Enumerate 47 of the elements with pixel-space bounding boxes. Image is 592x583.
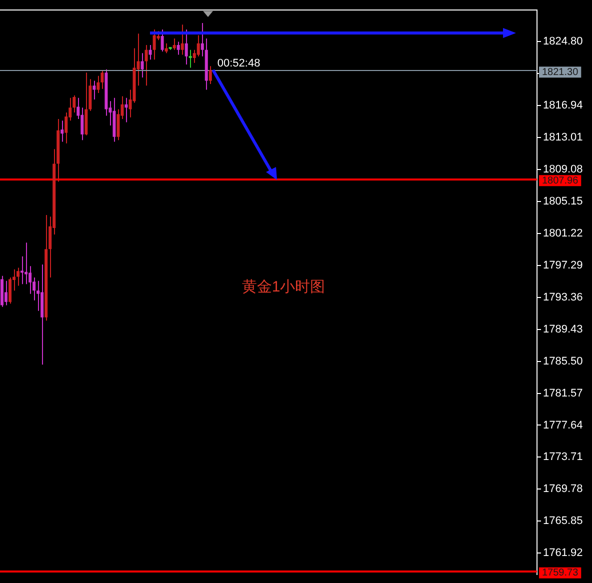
candlestick [24, 242, 28, 285]
candlestick [16, 267, 20, 286]
candlestick [100, 70, 104, 90]
y-tick-label: 1813.01 [543, 132, 583, 144]
ref-line-label: 1807.96 [542, 175, 579, 186]
candlestick [8, 277, 12, 304]
y-tick-label: 1773.71 [543, 451, 583, 464]
candlestick [144, 44, 148, 86]
ref-line-label: 1759.73 [542, 568, 579, 579]
candlestick [200, 22, 204, 57]
ref-line-label: 1821.30 [542, 66, 579, 78]
candlestick [4, 280, 8, 306]
candlestick [124, 97, 128, 123]
y-tick-label: 1761.92 [543, 547, 583, 560]
annotation: 00:52:48 [217, 58, 260, 70]
candlestick [92, 80, 96, 100]
candlestick [176, 41, 180, 56]
candlestick [140, 52, 144, 78]
y-tick-label: 1809.08 [543, 164, 583, 176]
candlestick [152, 29, 156, 60]
candlestick [164, 42, 168, 54]
candlestick [196, 34, 200, 57]
candlestick [160, 29, 164, 52]
candlestick [188, 49, 192, 68]
candlestick [64, 112, 68, 144]
annotation: 黄金1小时图 [242, 278, 326, 296]
candlestick [148, 44, 152, 60]
y-tick-label: 1781.57 [543, 387, 583, 400]
candlestick [184, 29, 188, 65]
y-tick-label: 1805.15 [543, 196, 583, 208]
candlestick [180, 24, 184, 56]
y-tick-label: 1765.85 [543, 515, 583, 528]
candlestick [172, 38, 176, 50]
y-tick-label: 1777.64 [543, 419, 583, 432]
y-tick-label: 1816.94 [543, 100, 583, 112]
candlestick [208, 66, 212, 85]
y-tick-label: 1785.50 [543, 355, 583, 368]
y-tick-label: 1793.36 [543, 291, 583, 304]
candlestick [96, 75, 100, 94]
candlestick [20, 256, 24, 285]
y-tick-label: 1824.80 [543, 36, 583, 48]
candlestick [60, 120, 64, 142]
y-tick-label: 1789.43 [543, 323, 583, 336]
y-tick-label: 1769.78 [543, 483, 583, 496]
y-tick-label: 1801.22 [543, 228, 583, 240]
y-tick-label: 1797.29 [543, 259, 583, 272]
candlestick [116, 108, 120, 141]
